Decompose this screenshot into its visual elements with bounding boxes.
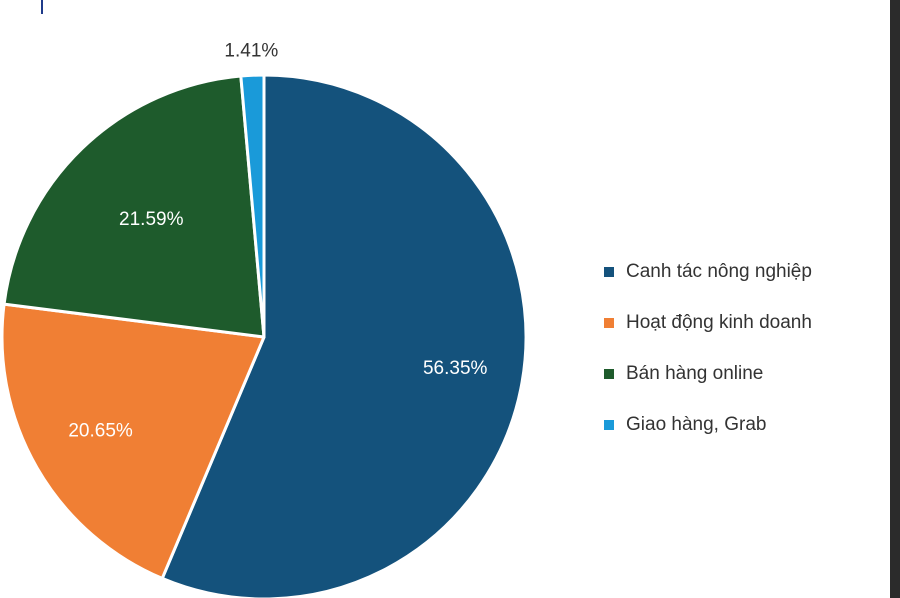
- pie-slice: [2, 74, 266, 339]
- chart-legend: Canh tác nông nghiệp Hoạt động kinh doanh…: [604, 258, 812, 462]
- pie-slice: [239, 73, 266, 339]
- slice-data-label: 1.41%: [224, 41, 278, 62]
- pie-slice: [0, 302, 266, 580]
- pie-data-labels: 56.35% 20.65% 21.59% 1.41%: [68, 41, 487, 442]
- slice-data-label: 20.65%: [68, 420, 133, 441]
- legend-swatch: [604, 420, 614, 430]
- top-edge-tick: [41, 0, 43, 14]
- window-edge: [890, 0, 900, 598]
- legend-swatch: [604, 267, 614, 277]
- slice-data-label: 21.59%: [119, 209, 184, 230]
- legend-label: Hoạt động kinh doanh: [626, 312, 812, 333]
- legend-label: Giao hàng, Grab: [626, 414, 767, 435]
- legend-swatch: [604, 369, 614, 379]
- legend-item: Canh tác nông nghiệp: [604, 258, 812, 286]
- pie-slice: [160, 73, 528, 598]
- legend-item: Bán hàng online: [604, 360, 812, 388]
- pie-slices: [0, 73, 528, 598]
- legend-swatch: [604, 318, 614, 328]
- legend-label: Canh tác nông nghiệp: [626, 261, 812, 282]
- legend-label: Bán hàng online: [626, 363, 764, 384]
- legend-item: Hoạt động kinh doanh: [604, 309, 812, 337]
- legend-item: Giao hàng, Grab: [604, 411, 812, 439]
- slice-data-label: 56.35%: [423, 358, 488, 379]
